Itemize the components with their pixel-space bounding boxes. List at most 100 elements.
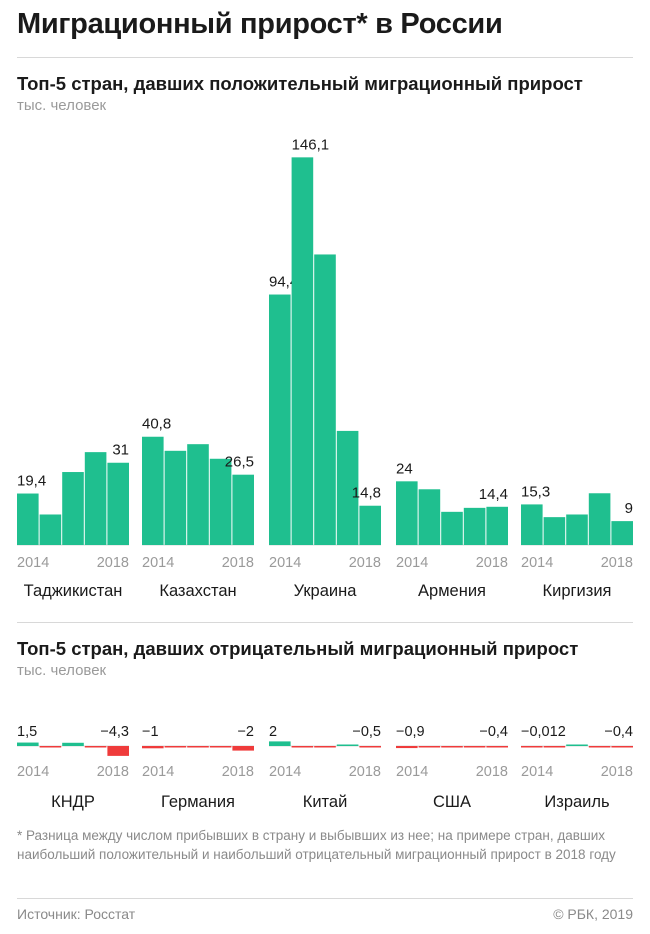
bar-Китай-2016 [314,746,336,748]
data-label-КНДР-2018: −4,3 [100,724,129,740]
data-label-Киргизия-2018: 9 [625,500,633,517]
group-4-year-start: 2014 [396,764,428,780]
group-3-country-name: Украина [294,582,358,600]
bar-Украина-2018 [359,505,381,545]
group-3-year-end: 2018 [349,764,381,780]
bar-Армения-2014 [396,481,418,545]
bar-Казахстан-2014 [142,436,164,545]
bar-КНДР-2018 [107,746,129,756]
data-label-Армения-2018: 14,4 [479,486,508,503]
bar-КНДР-2017 [84,746,107,748]
group-5-year-end: 2018 [601,764,633,780]
bar-Украина-2014 [269,294,291,545]
data-label-США-2014: −0,9 [396,724,425,740]
bar-Израиль-2017 [588,746,611,748]
title-divider [17,57,633,58]
positive-unit-label: тыс. человек [17,97,107,114]
group-5-country-name: Киргизия [543,582,612,600]
bar-США-2016 [441,746,463,748]
bar-Армения-2016 [441,511,463,545]
bar-США-2018 [486,746,508,748]
group-2-country-name: Германия [161,793,235,811]
group-3-country-name: Китай [303,793,348,811]
data-label-Германия-2018: −2 [237,724,254,740]
bar-США-2014 [396,746,418,749]
bar-Таджикистан-2016 [62,472,84,545]
group-5-year-start: 2014 [521,555,553,571]
bar-Израиль-2018 [611,746,633,748]
group-5-country-name: Израиль [544,793,609,811]
bar-Казахстан-2017 [209,458,232,545]
group-3-year-end: 2018 [349,555,381,571]
bar-Казахстан-2018 [232,474,254,545]
bar-Украина-2017 [336,430,359,545]
positive-migration-chart: 19,4 31 2014 2018 Таджикистан 40,8 26,5 2014 201… [17,136,633,600]
data-label-Украина-2018: 14,8 [352,485,381,502]
group-4-year-end: 2018 [476,764,508,780]
negative-unit-label: тыс. человек [17,662,107,679]
group-1-year-end: 2018 [97,555,129,571]
group-1-year-start: 2014 [17,764,49,780]
bar-Армения-2018 [486,506,508,545]
bar-Киргизия-2016 [566,514,588,545]
data-label-Киргизия-2014: 15,3 [521,483,550,500]
copyright-label: © РБК, 2019 [553,906,633,922]
bar-Израиль-2015 [543,746,566,748]
group-1-country-name: Таджикистан [24,582,123,600]
bar-Германия-2014 [142,746,164,749]
bar-Германия-2017 [209,746,232,748]
negative-section-title: Топ-5 стран, давших отрицательный миграц… [17,638,579,659]
footer-divider [17,898,633,899]
bar-Армения-2015 [418,489,441,545]
bar-Казахстан-2015 [164,450,187,545]
group-4-year-start: 2014 [396,555,428,571]
page-title: Миграционный прирост* в России [17,8,503,40]
bar-Китай-2018 [359,746,381,748]
bar-Казахстан-2016 [187,444,209,545]
data-label-КНДР-2014: 1,5 [17,724,37,740]
bar-КНДР-2015 [39,746,62,748]
bar-КНДР-2016 [62,742,84,746]
bar-Германия-2018 [232,746,254,751]
data-label-Украина-2014: 94,4 [269,274,298,291]
data-label-Казахстан-2018: 26,5 [225,454,254,471]
bar-Германия-2015 [164,746,187,748]
data-label-Израиль-2018: −0,4 [604,724,633,740]
section-divider [17,622,633,623]
data-label-Германия-2014: −1 [142,724,159,740]
data-label-Израиль-2014: −0,012 [521,724,566,740]
group-2-year-start: 2014 [142,555,174,571]
bar-Киргизия-2014 [521,504,543,545]
bar-США-2015 [418,746,441,748]
footnote: * Разница между числом прибывших в стран… [17,828,616,862]
bar-Таджикистан-2018 [107,462,129,545]
bar-Израиль-2016 [566,744,588,746]
bar-Киргизия-2015 [543,517,566,545]
bar-Киргизия-2018 [611,521,633,545]
group-5-year-end: 2018 [601,555,633,571]
data-label-Казахстан-2014: 40,8 [142,416,171,433]
group-4-year-end: 2018 [476,555,508,571]
data-label-Китай-2014: 2 [269,724,277,740]
group-2-year-end: 2018 [222,764,254,780]
bar-КНДР-2014 [17,742,39,746]
bar-Таджикистан-2017 [84,452,107,545]
bar-Украина-2016 [314,254,336,545]
group-1-year-end: 2018 [97,764,129,780]
group-1-year-start: 2014 [17,555,49,571]
group-2-year-end: 2018 [222,555,254,571]
data-label-Армения-2014: 24 [396,460,413,477]
group-1-country-name: КНДР [51,793,95,811]
bar-Армения-2017 [463,507,486,545]
bar-Таджикистан-2015 [39,514,62,545]
group-4-country-name: Армения [418,582,486,600]
data-label-Китай-2018: −0,5 [352,724,381,740]
source-label: Источник: Росстат [17,906,136,922]
data-label-Украина-2015: 146,1 [292,136,330,153]
data-label-США-2018: −0,4 [479,724,508,740]
group-2-year-start: 2014 [142,764,174,780]
group-5-year-start: 2014 [521,764,553,780]
group-3-year-start: 2014 [269,555,301,571]
bar-Таджикистан-2014 [17,493,39,545]
bar-Израиль-2014 [521,746,543,748]
